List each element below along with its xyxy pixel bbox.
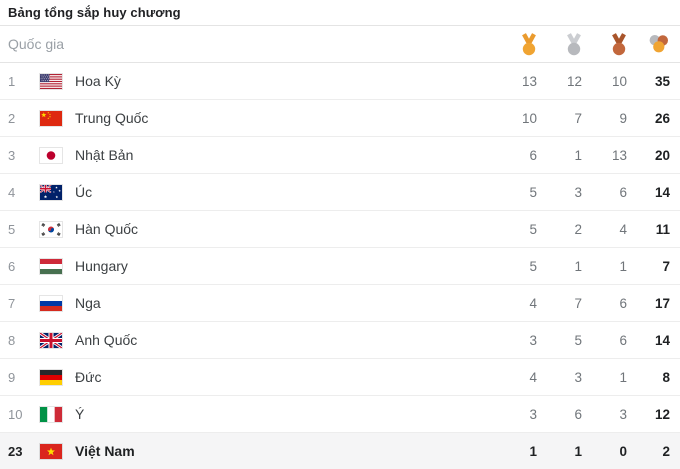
total-count: 26 [654,110,670,126]
gold-medal-icon [495,32,540,56]
rank-cell: 7 [8,295,16,311]
table-row-au: 4 Úc 5 3 6 14 [0,174,680,211]
silver-count: 1 [574,147,582,163]
rank-cell: 4 [8,184,16,200]
total-medals-icon [630,33,670,55]
country-name: Hoa Kỳ [75,73,121,89]
total-count: 14 [654,184,670,200]
total-count: 12 [654,406,670,422]
rank-cell: 10 [8,406,23,422]
total-count: 17 [654,295,670,311]
silver-count: 3 [574,369,582,385]
silver-count: 3 [574,184,582,200]
country-name: Úc [75,184,93,200]
silver-count: 7 [574,295,582,311]
bronze-medal-icon [585,32,630,56]
flag-gb-icon [40,332,75,348]
gold-count: 4 [529,295,537,311]
table-row-vn: 23 Việt Nam 1 1 0 2 [0,433,680,469]
rank-cell: 2 [8,110,16,126]
table-row-gb: 8 Anh Quốc 3 5 6 14 [0,322,680,359]
country-name: Ý [75,406,85,422]
total-count: 7 [662,258,670,274]
country-name: Nga [75,295,101,311]
table-title: Bảng tổng sắp huy chương [0,0,680,26]
total-count: 35 [654,73,670,89]
country-name: Anh Quốc [75,332,138,348]
country-name: Việt Nam [75,443,135,459]
country-name: Hàn Quốc [75,221,139,237]
silver-count: 2 [574,221,582,237]
flag-cn-icon [40,110,75,126]
silver-count: 1 [574,443,582,459]
silver-count: 6 [574,406,582,422]
bronze-count: 3 [619,406,627,422]
flag-kr-icon [40,221,75,237]
bronze-count: 9 [619,110,627,126]
bronze-count: 6 [619,332,627,348]
table-row-kr: 5 Hàn Quốc 5 2 4 11 [0,211,680,248]
gold-count: 5 [529,221,537,237]
bronze-count: 4 [619,221,627,237]
bronze-count: 1 [619,258,627,274]
country-name: Nhật Bản [75,147,134,163]
rank-cell: 6 [8,258,16,274]
table-row-cn: 2 Trung Quốc 10 7 9 26 [0,100,680,137]
flag-hu-icon [40,258,75,274]
gold-count: 3 [529,406,537,422]
bronze-count: 0 [619,443,627,459]
rank-cell: 1 [8,73,16,89]
country-name: Trung Quốc [75,110,149,126]
rank-cell: 8 [8,332,16,348]
rank-cell: 5 [8,221,16,237]
silver-count: 1 [574,258,582,274]
total-count: 20 [654,147,670,163]
gold-count: 3 [529,332,537,348]
table-row-us: 1 Hoa Kỳ 13 12 10 35 [0,63,680,100]
gold-count: 5 [529,184,537,200]
flag-de-icon [40,369,75,385]
gold-count: 1 [529,443,537,459]
rank-cell: 3 [8,147,16,163]
bronze-count: 10 [611,73,627,89]
table-row-it: 10 Ý 3 6 3 12 [0,396,680,433]
flag-ru-icon [40,295,75,311]
silver-count: 12 [566,73,582,89]
bronze-count: 13 [611,147,627,163]
flag-au-icon [40,184,75,200]
gold-count: 10 [521,110,537,126]
country-name: Đức [75,369,102,385]
silver-count: 7 [574,110,582,126]
table-row-jp: 3 Nhật Bản 6 1 13 20 [0,137,680,174]
total-count: 8 [662,369,670,385]
bronze-count: 6 [619,184,627,200]
gold-count: 6 [529,147,537,163]
bronze-count: 6 [619,295,627,311]
rank-cell: 23 [8,443,23,459]
table-row-de: 9 Đức 4 3 1 8 [0,359,680,396]
flag-vn-icon [40,443,75,459]
total-count: 11 [655,221,670,237]
table-header-row: Quốc gia [0,26,680,63]
silver-medal-icon [540,32,585,56]
table-body: 1 Hoa Kỳ 13 12 10 35 2 Trung Quốc 10 7 9 26 3 Nhật Bả… [0,63,680,469]
silver-count: 5 [574,332,582,348]
table-row-hu: 6 Hungary 5 1 1 7 [0,248,680,285]
rank-cell: 9 [8,369,16,385]
flag-us-icon [40,73,75,89]
flag-jp-icon [40,147,75,163]
bronze-count: 1 [619,369,627,385]
flag-it-icon [40,406,75,422]
gold-count: 4 [529,369,537,385]
total-count: 2 [662,443,670,459]
country-name: Hungary [75,258,128,274]
table-row-ru: 7 Nga 4 7 6 17 [0,285,680,322]
gold-count: 5 [529,258,537,274]
total-count: 14 [654,332,670,348]
gold-count: 13 [521,73,537,89]
country-column-header: Quốc gia [8,36,65,52]
